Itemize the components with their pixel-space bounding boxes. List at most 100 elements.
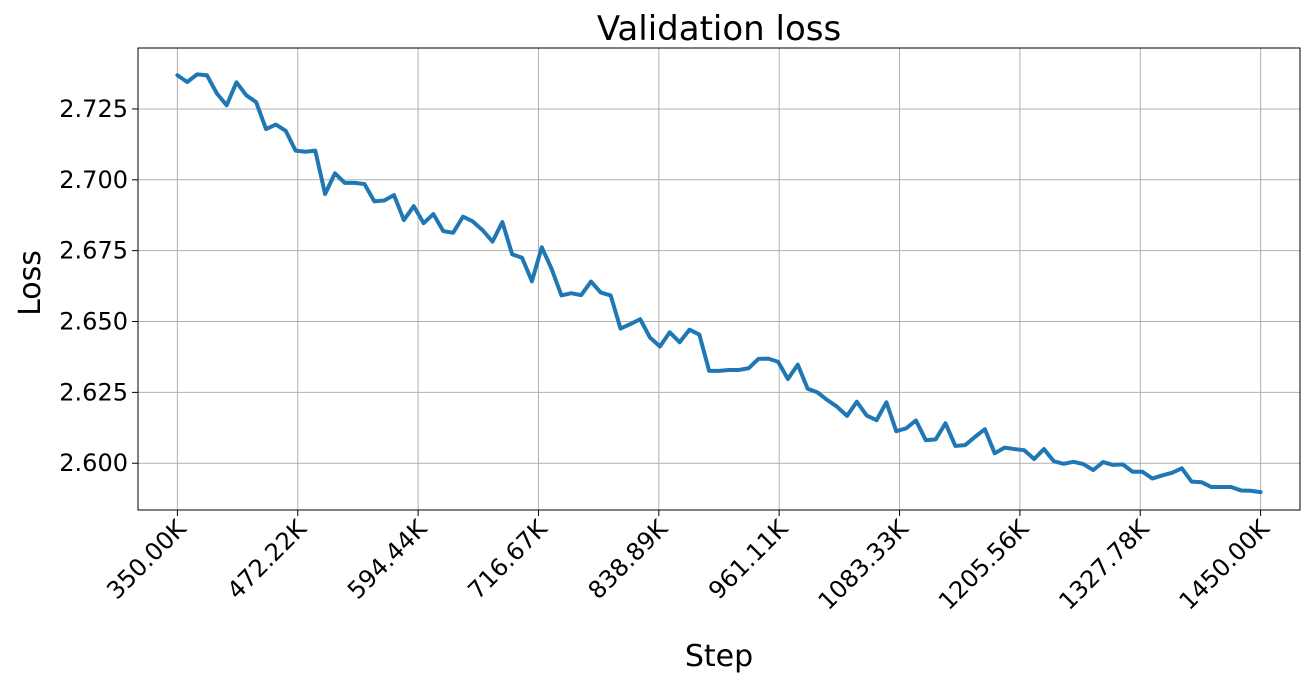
data-point bbox=[569, 291, 573, 295]
x-tick-label: 1083.33K bbox=[813, 514, 915, 616]
data-point bbox=[215, 91, 219, 95]
data-point bbox=[687, 328, 692, 332]
data-point bbox=[421, 221, 426, 225]
x-axis-title: Step bbox=[685, 639, 753, 674]
x-tick-label: 350.00K bbox=[101, 514, 192, 605]
data-point bbox=[205, 73, 209, 77]
data-point bbox=[648, 336, 652, 340]
data-point bbox=[382, 198, 386, 203]
data-point bbox=[343, 181, 347, 185]
data-point bbox=[668, 330, 672, 334]
data-point bbox=[874, 418, 879, 422]
y-tick-label: 2.650 bbox=[59, 308, 128, 336]
data-point bbox=[274, 122, 278, 127]
data-point bbox=[756, 357, 760, 361]
data-point bbox=[412, 204, 416, 208]
y-tick-label: 2.675 bbox=[59, 237, 128, 265]
data-point bbox=[323, 192, 327, 196]
x-tick-label: 961.11K bbox=[703, 514, 794, 605]
data-point bbox=[451, 231, 455, 235]
data-point bbox=[589, 279, 593, 284]
data-point bbox=[983, 427, 987, 431]
x-tick-label: 1205.56K bbox=[933, 514, 1035, 616]
data-point bbox=[835, 405, 839, 409]
data-point bbox=[392, 193, 396, 197]
data-point bbox=[264, 127, 268, 131]
x-tick-label: 594.44K bbox=[342, 514, 433, 605]
data-point bbox=[904, 426, 908, 430]
data-point bbox=[353, 181, 357, 185]
data-point bbox=[1071, 460, 1076, 464]
data-point bbox=[1032, 457, 1036, 461]
data-point bbox=[431, 212, 436, 216]
data-point bbox=[530, 279, 534, 283]
data-point bbox=[490, 239, 495, 244]
series-line bbox=[175, 72, 1263, 495]
data-point bbox=[481, 228, 485, 232]
data-point bbox=[284, 129, 288, 133]
data-point bbox=[1249, 489, 1253, 493]
data-point bbox=[234, 80, 239, 84]
data-point bbox=[943, 421, 948, 425]
x-tick-label: 716.67K bbox=[462, 514, 553, 605]
data-point bbox=[1190, 480, 1194, 484]
data-point bbox=[303, 150, 308, 154]
series-layer bbox=[175, 72, 1263, 495]
data-point bbox=[1022, 448, 1026, 452]
data-point bbox=[195, 72, 199, 76]
data-point bbox=[510, 252, 514, 256]
y-tick-label: 2.725 bbox=[59, 95, 128, 123]
data-point bbox=[471, 219, 475, 224]
data-point bbox=[786, 377, 790, 381]
data-point bbox=[1121, 462, 1125, 466]
x-tick-label: 1327.78K bbox=[1053, 514, 1155, 616]
data-point bbox=[441, 229, 445, 233]
grid bbox=[138, 48, 1300, 510]
data-point bbox=[993, 451, 997, 455]
data-point bbox=[540, 245, 544, 249]
data-point bbox=[1130, 470, 1135, 474]
data-point bbox=[599, 291, 603, 295]
data-point bbox=[1012, 447, 1017, 451]
data-point bbox=[293, 149, 298, 153]
data-point bbox=[884, 400, 889, 404]
data-point bbox=[1199, 480, 1204, 484]
data-point bbox=[707, 369, 711, 373]
data-point bbox=[628, 322, 632, 326]
data-point bbox=[658, 344, 662, 349]
data-point bbox=[244, 93, 248, 97]
data-point bbox=[855, 400, 859, 404]
ticks: 350.00K 472.22K 594.44K 716.67K 838.89K 961.1… bbox=[59, 95, 1275, 616]
data-point bbox=[963, 443, 967, 447]
data-point bbox=[1091, 468, 1095, 472]
data-point bbox=[1219, 485, 1223, 489]
y-tick-label: 2.625 bbox=[59, 378, 128, 406]
data-point bbox=[934, 437, 938, 442]
data-point bbox=[609, 293, 613, 298]
data-point bbox=[185, 80, 189, 84]
data-point bbox=[973, 435, 977, 439]
data-point bbox=[1052, 459, 1056, 463]
plot-frame bbox=[137, 47, 1301, 511]
data-point bbox=[520, 256, 524, 260]
data-point bbox=[1140, 470, 1145, 474]
data-point bbox=[924, 438, 928, 442]
y-tick-label: 2.600 bbox=[59, 449, 128, 477]
y-tick-label: 2.700 bbox=[59, 166, 128, 194]
data-point bbox=[1150, 476, 1154, 481]
data-point bbox=[1209, 485, 1213, 489]
data-point bbox=[500, 220, 504, 224]
data-point bbox=[678, 340, 682, 344]
data-point bbox=[845, 414, 849, 418]
data-point bbox=[766, 357, 770, 361]
x-tick-label: 1450.00K bbox=[1174, 514, 1276, 616]
data-point bbox=[1259, 490, 1263, 494]
data-point bbox=[825, 398, 829, 402]
data-point bbox=[1229, 485, 1233, 489]
data-point bbox=[362, 182, 367, 186]
x-tick-label: 472.22K bbox=[222, 514, 313, 605]
data-point bbox=[737, 368, 741, 372]
data-point bbox=[1111, 463, 1115, 467]
